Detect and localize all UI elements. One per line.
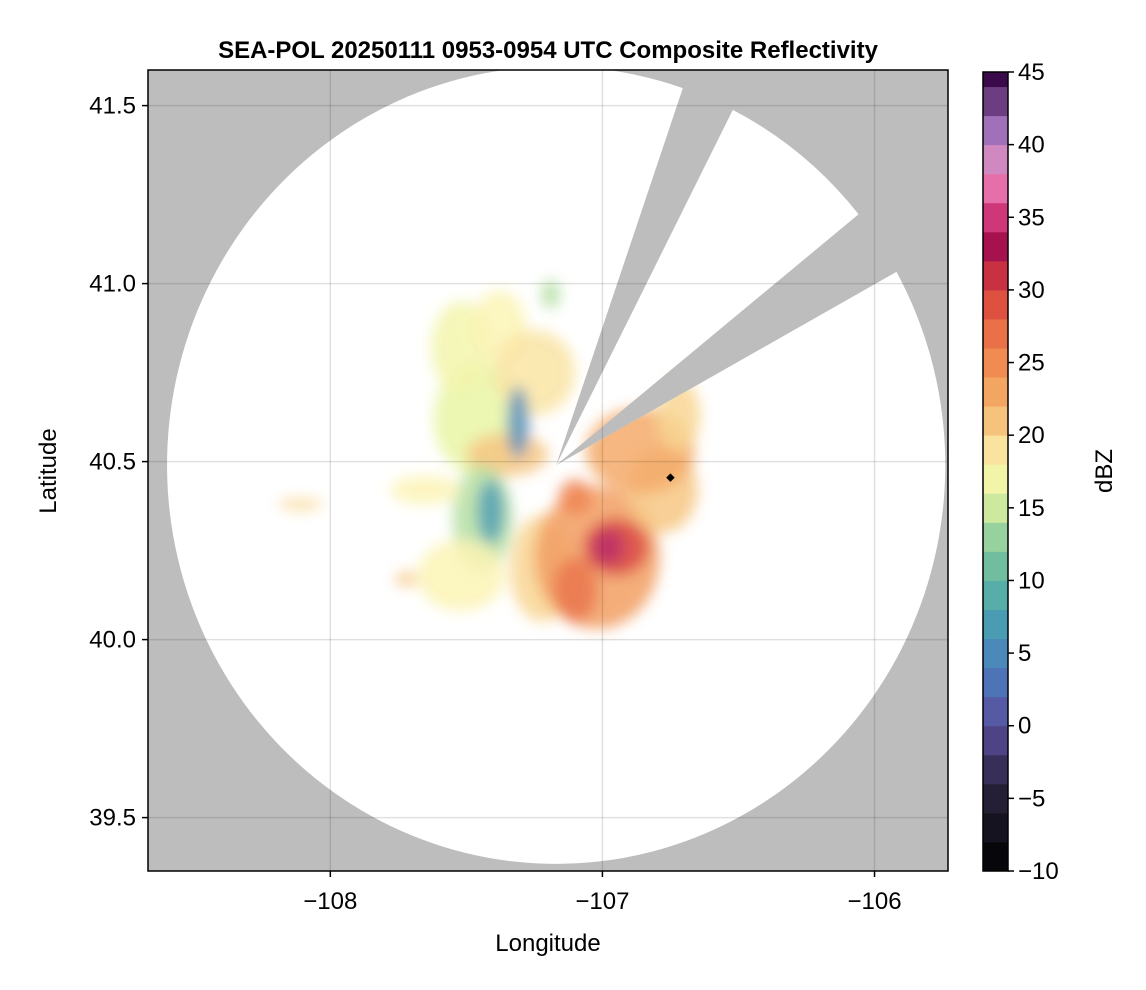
y-tick-label: 40.0 (89, 627, 136, 654)
colorbar-step (983, 86, 1008, 117)
colorbar-label: dBZ (1091, 449, 1118, 493)
colorbar-step (983, 522, 1008, 552)
colorbar-step (983, 173, 1008, 204)
colorbar-step (983, 609, 1008, 640)
colorbar-step (983, 231, 1008, 262)
colorbar-step (983, 144, 1008, 175)
reflectivity-echo (553, 557, 597, 622)
plot-area (148, 70, 948, 871)
colorbar-step (983, 696, 1008, 727)
colorbar-step (983, 289, 1008, 320)
x-tick-label: −106 (847, 888, 901, 915)
colorbar-step (983, 725, 1008, 756)
reflectivity-echo (417, 539, 505, 612)
colorbar-tick-label: 15 (1018, 495, 1045, 522)
x-tick-label: −107 (575, 888, 629, 915)
colorbar-tick-label: 25 (1018, 350, 1045, 377)
colorbar-step (983, 406, 1008, 436)
colorbar: −10 −5 0 5 10 15 20 25 30 35 40 45 (982, 59, 1059, 885)
colorbar-step (983, 464, 1008, 494)
reflectivity-echo (541, 280, 561, 309)
reflectivity-echo (591, 529, 625, 565)
colorbar-step (983, 580, 1008, 611)
plot-frame (147, 69, 949, 872)
colorbar-step (983, 754, 1008, 785)
colorbar-tick-label: 35 (1018, 204, 1045, 231)
colorbar-tick-label: 5 (1018, 640, 1031, 667)
colorbar-step (983, 638, 1008, 669)
colorbar-step (983, 115, 1008, 146)
colorbar-step (983, 841, 1008, 872)
reflectivity-echo (278, 498, 323, 510)
colorbar-tick-label: −5 (1018, 785, 1045, 812)
colorbar-step (983, 72, 1008, 88)
colorbar-tick-label: 20 (1018, 422, 1045, 449)
colorbar-tick-label: −10 (1018, 858, 1059, 885)
reflectivity-echo (558, 479, 592, 515)
x-axis: −108 −107 −106 (303, 871, 902, 915)
chart-title: SEA-POL 20250111 0953-0954 UTC Composite… (218, 37, 879, 64)
y-tick-label: 41.5 (89, 93, 136, 120)
colorbar-step (983, 202, 1008, 233)
colorbar-step (983, 493, 1008, 523)
x-axis-label: Longitude (495, 930, 600, 957)
reflectivity-echo (493, 329, 576, 416)
colorbar-step (983, 667, 1008, 698)
colorbar-frame (982, 71, 1009, 872)
radar-site-marker (666, 473, 675, 482)
x-tick-label: −108 (303, 888, 357, 915)
y-tick-label: 39.5 (89, 805, 136, 832)
colorbar-tick-label: 0 (1018, 713, 1031, 740)
colorbar-tick-label: 30 (1018, 277, 1045, 304)
colorbar-step (983, 812, 1008, 843)
reflectivity-echo (466, 433, 548, 476)
colorbar-step (983, 435, 1008, 465)
colorbar-tick-label: 45 (1018, 59, 1045, 86)
reflectivity-echo (395, 571, 418, 587)
colorbar-step (983, 377, 1008, 407)
colorbar-step (983, 318, 1008, 349)
colorbar-tick-label: 40 (1018, 132, 1045, 159)
grid-lines (148, 70, 948, 871)
colorbar-step (983, 551, 1008, 581)
reflectivity-echoes (278, 280, 701, 629)
radar-coverage-area (167, 70, 946, 864)
colorbar-step (983, 348, 1008, 378)
colorbar-step (983, 260, 1008, 291)
y-axis-label: Latitude (35, 428, 62, 513)
colorbar-step (983, 783, 1008, 814)
colorbar-tick-label: 10 (1018, 567, 1045, 594)
y-tick-label: 41.0 (89, 271, 136, 298)
reflectivity-echo (507, 386, 529, 459)
reflectivity-echo (390, 475, 461, 505)
reflectivity-echo (477, 479, 505, 544)
y-axis: 39.5 40.0 40.5 41.0 41.5 (89, 93, 148, 832)
y-tick-label: 40.5 (89, 449, 136, 476)
